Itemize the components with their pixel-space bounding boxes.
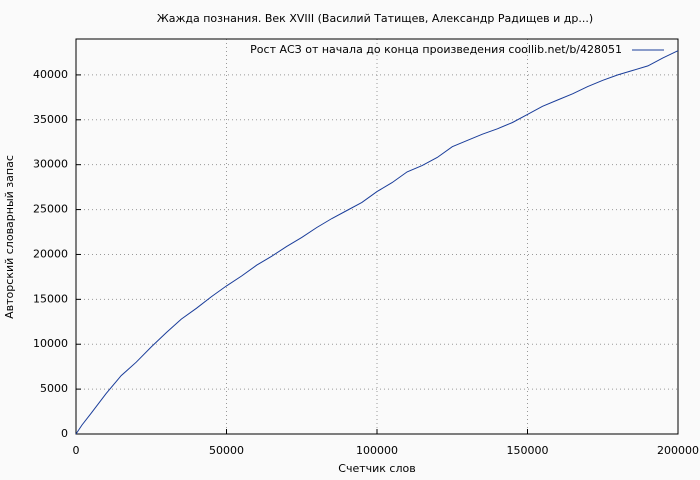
y-tick-label: 25000 (33, 203, 68, 216)
x-tick-label: 200000 (657, 444, 699, 457)
x-axis-label: Счетчик слов (338, 462, 415, 475)
y-tick-label: 35000 (33, 113, 68, 126)
legend-label: Рост АСЗ от начала до конца произведения… (250, 43, 622, 56)
data-line (75, 50, 679, 435)
plot-frame (75, 38, 679, 435)
y-tick-label: 40000 (33, 68, 68, 81)
y-tick-label: 5000 (40, 382, 68, 395)
y-axis-label: Авторский словарный запас (3, 155, 16, 319)
y-tick-label: 15000 (33, 292, 68, 305)
y-tick-label: 20000 (33, 247, 68, 260)
x-tick-label: 100000 (356, 444, 398, 457)
y-tick-label: 10000 (33, 337, 68, 350)
chart-title: Жажда познания. Век XVIII (Василий Татищ… (157, 12, 593, 25)
x-tick-label: 50000 (209, 444, 244, 457)
x-tick-label: 150000 (507, 444, 549, 457)
y-tick-label: 0 (61, 427, 68, 440)
y-tick-label: 30000 (33, 158, 68, 171)
x-tick-label: 0 (73, 444, 80, 457)
